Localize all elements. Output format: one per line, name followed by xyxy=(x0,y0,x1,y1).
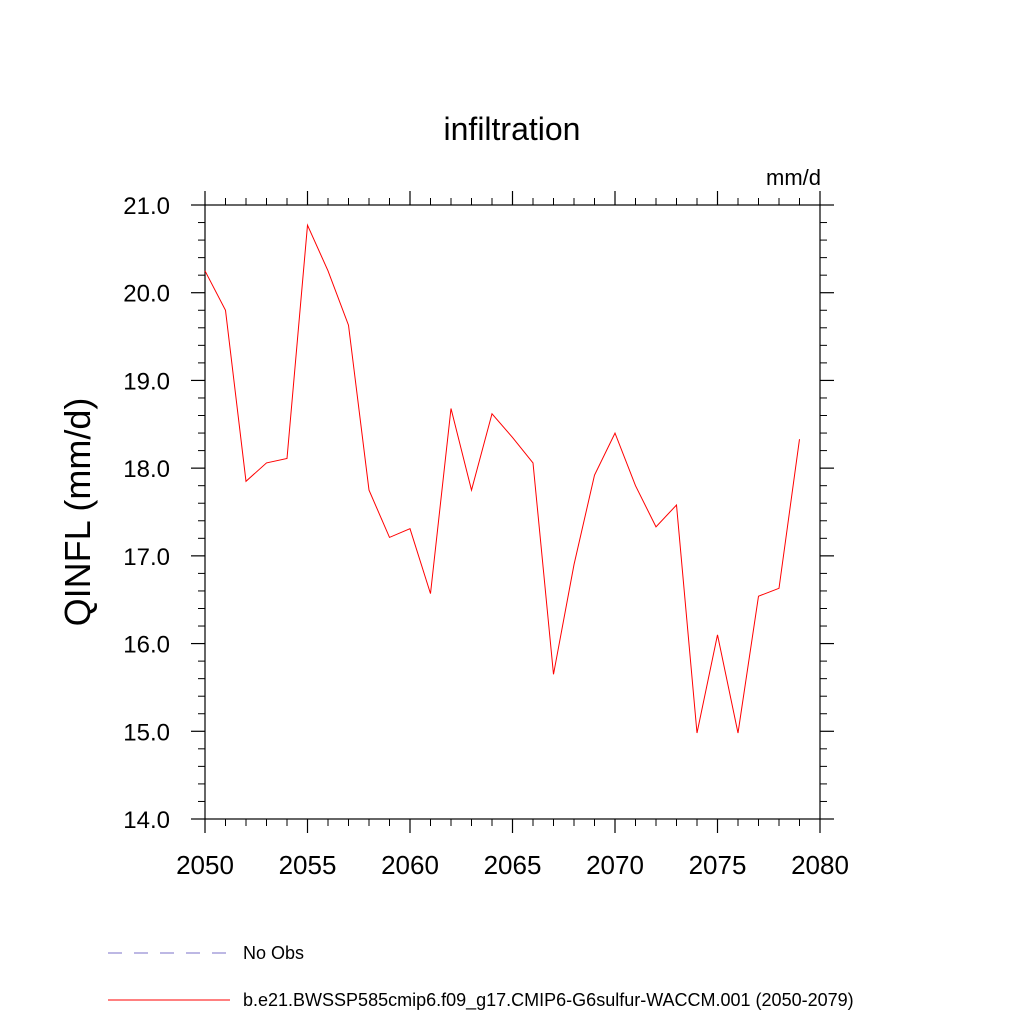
units-label: mm/d xyxy=(766,165,821,190)
x-tick-label: 2055 xyxy=(279,850,337,880)
y-tick-label: 17.0 xyxy=(123,544,170,571)
x-tick-label: 2060 xyxy=(381,850,439,880)
x-tick-label: 2070 xyxy=(586,850,644,880)
y-tick-label: 14.0 xyxy=(123,807,170,834)
y-tick-label: 15.0 xyxy=(123,719,170,746)
legend-label: b.e21.BWSSP585cmip6.f09_g17.CMIP6-G6sulf… xyxy=(243,990,854,1011)
y-tick-label: 21.0 xyxy=(123,193,170,220)
plot-frame xyxy=(204,204,821,820)
chart-title: infiltration xyxy=(444,111,581,147)
y-axis-label: QINFL (mm/d) xyxy=(57,398,98,627)
y-tick-label: 16.0 xyxy=(123,632,170,659)
legend: No Obs b.e21.BWSSP585cmip6.f09_g17.CMIP6-… xyxy=(108,943,854,1011)
x-tick-label: 2075 xyxy=(689,850,747,880)
y-tick-label: 20.0 xyxy=(123,281,170,308)
y-tick-label: 18.0 xyxy=(123,456,170,483)
series-line xyxy=(204,223,800,734)
x-tick-labels: 2050 2055 2060 2065 2070 2075 2080 xyxy=(176,850,849,880)
y-tick-labels: 14.0 15.0 16.0 17.0 18.0 19.0 20.0 21.0 xyxy=(123,193,170,834)
x-tick-label: 2065 xyxy=(484,850,542,880)
x-tick-label: 2080 xyxy=(791,850,849,880)
y-tick-label: 19.0 xyxy=(123,368,170,395)
axis-ticks xyxy=(191,191,834,833)
x-tick-label: 2050 xyxy=(176,850,234,880)
legend-label: No Obs xyxy=(243,943,304,963)
series-layer xyxy=(204,223,800,734)
